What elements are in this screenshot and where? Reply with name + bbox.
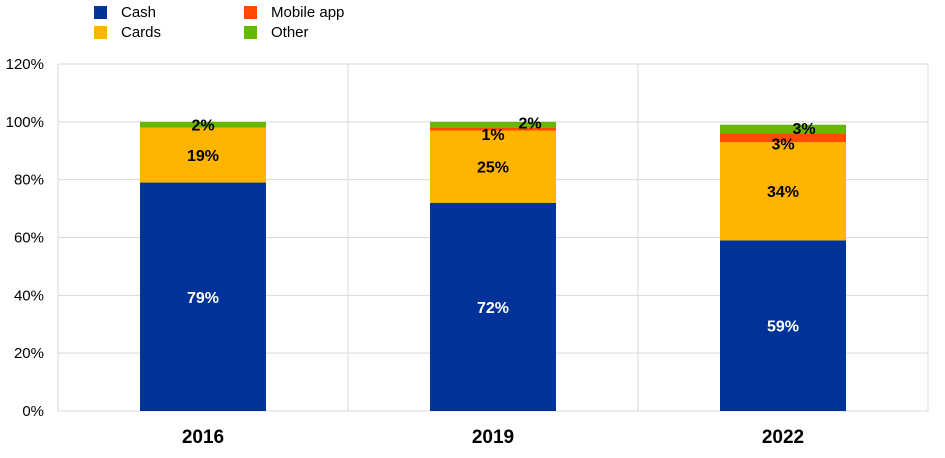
legend: Cash Cards Mobile app Other <box>94 4 344 41</box>
legend-label: Cards <box>121 24 161 41</box>
legend-swatch-other <box>244 26 257 39</box>
bars <box>140 121 846 411</box>
y-tick-label: 120% <box>6 56 44 73</box>
legend-label: Cash <box>121 4 156 21</box>
data-label: 59% <box>767 319 799 336</box>
data-label: 72% <box>477 300 509 317</box>
x-tick-label: 2016 <box>182 427 224 448</box>
data-label: 2% <box>518 116 541 133</box>
y-tick-label: 20% <box>14 345 44 362</box>
data-label: 34% <box>767 184 799 201</box>
legend-swatch-cards <box>94 26 107 39</box>
bar-cash-2016 <box>140 182 266 411</box>
legend-label: Other <box>271 24 309 41</box>
data-labels: 79% 19% 2% 72% 25% 1% 2% 59% 34% 3%3% <box>187 116 816 336</box>
legend-swatch-mobile-app <box>244 6 257 19</box>
y-tick-label: 40% <box>14 287 44 304</box>
data-label: 19% <box>187 148 219 165</box>
data-label: 3% <box>771 137 794 154</box>
bar-cards-2022 <box>720 142 846 241</box>
data-label: 3% <box>792 121 815 138</box>
y-tick-label: 60% <box>14 230 44 247</box>
bar-mobile-app-2022 <box>720 133 846 143</box>
legend-swatch-cash <box>94 6 107 19</box>
data-label: 1% <box>481 127 504 144</box>
bar-other-2019 <box>430 121 556 128</box>
bar-cards-2019 <box>430 130 556 203</box>
y-tick-label: 100% <box>6 114 44 131</box>
bar-cash-2019 <box>430 202 556 411</box>
legend-label: Mobile app <box>271 4 344 21</box>
y-axis: 0% 20% 40% 60% 80% 100% 120% <box>6 56 44 420</box>
data-label: 2% <box>191 118 214 135</box>
x-tick-label: 2019 <box>472 427 514 448</box>
bar-cards-2016 <box>140 127 266 183</box>
bar-cash-2022 <box>720 240 846 411</box>
x-tick-label: 2022 <box>762 427 804 448</box>
bar-other-2016 <box>140 121 266 128</box>
y-tick-label: 80% <box>14 172 44 189</box>
data-label: 79% <box>187 290 219 307</box>
bar-mobile-app-2019 <box>430 127 556 131</box>
data-label: 25% <box>477 160 509 177</box>
y-tick-label: 0% <box>22 403 44 420</box>
x-axis: 2016 2019 2022 <box>182 427 804 448</box>
bar-other-2022 <box>720 124 846 134</box>
